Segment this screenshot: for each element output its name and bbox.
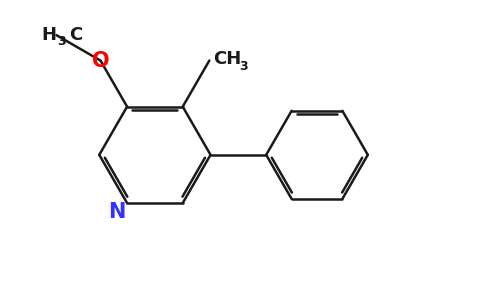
Text: 3: 3 (58, 35, 66, 48)
Text: 3: 3 (240, 60, 248, 73)
Text: N: N (108, 202, 125, 222)
Text: CH: CH (213, 50, 242, 68)
Text: O: O (91, 51, 109, 70)
Text: C: C (70, 26, 83, 44)
Text: H: H (42, 26, 57, 44)
